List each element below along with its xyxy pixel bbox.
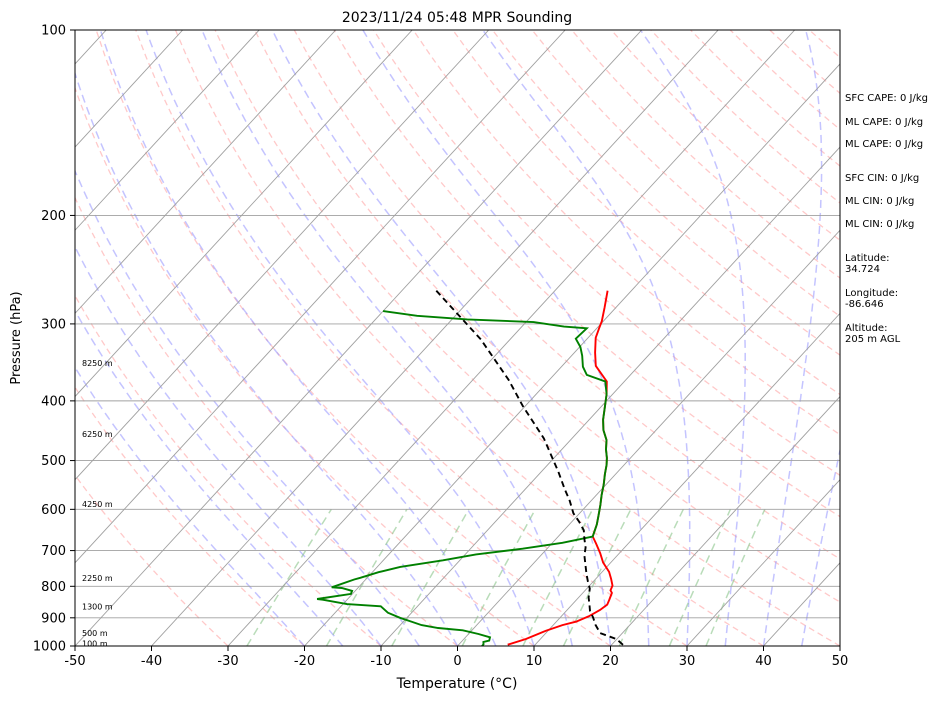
x-tick-label: -40 xyxy=(141,654,162,669)
mixing-ratio-line xyxy=(706,509,765,646)
height-label: 2250 m xyxy=(82,574,113,583)
dry-adiabat-line xyxy=(0,30,228,646)
y-tick-label: 200 xyxy=(41,209,66,224)
ml-cape-text-2: ML CAPE: 0 J/kg xyxy=(845,139,923,150)
x-tick-label: 20 xyxy=(602,654,619,669)
altitude-value: 205 m AGL xyxy=(845,334,900,345)
plot-frame xyxy=(75,30,840,646)
x-tick-label: -50 xyxy=(64,654,85,669)
x-tick-label: 50 xyxy=(832,654,849,669)
sounding-profiles xyxy=(317,291,624,646)
isotherm-line xyxy=(75,30,642,646)
y-axis-label: Pressure (hPa) xyxy=(9,291,24,384)
y-tick-label: 700 xyxy=(41,544,66,559)
dry-adiabat-line xyxy=(928,30,947,646)
y-tick-label: 900 xyxy=(41,611,66,626)
altitude-info: Altitude: 205 m AGL xyxy=(845,323,900,345)
isotherm-line xyxy=(0,30,259,646)
x-tick-label: -20 xyxy=(294,654,315,669)
height-label: 8250 m xyxy=(82,359,113,368)
latitude-value: 34.724 xyxy=(845,264,890,275)
height-label: 6250 m xyxy=(82,430,113,439)
moist-adiabat-line xyxy=(29,30,419,646)
y-tick-label: 400 xyxy=(41,394,66,409)
y-tick-label: 600 xyxy=(41,503,66,518)
mixing-ratio-line xyxy=(247,509,331,646)
background-lines xyxy=(0,30,947,646)
moist-adiabat-line xyxy=(483,30,690,646)
x-tick-label: 40 xyxy=(755,654,772,669)
temperature-profile-line xyxy=(508,291,613,645)
x-tick-label: 0 xyxy=(453,654,461,669)
height-label: 4250 m xyxy=(82,500,113,509)
moist-adiabat-line xyxy=(363,30,649,646)
ml-cin-text-2: ML CIN: 0 J/kg xyxy=(845,219,914,230)
longitude-info: Longitude: -86.646 xyxy=(845,288,898,310)
height-label: 500 m xyxy=(82,629,108,638)
height-labels: 8250 m 6250 m 4250 m 2250 m 1300 m 500 m 100 m xyxy=(82,359,113,649)
longitude-value: -86.646 xyxy=(845,299,898,310)
moist-adiabat-line xyxy=(272,30,610,646)
y-tick-label: 300 xyxy=(41,317,66,332)
y-tick-label: 800 xyxy=(41,580,66,595)
y-tick-label: 500 xyxy=(41,454,66,469)
dry-adiabat-line xyxy=(176,30,764,646)
mixing-ratio-line xyxy=(669,509,730,646)
x-tick-label: -30 xyxy=(217,654,238,669)
longitude-label: Longitude: xyxy=(845,288,898,299)
dry-adiabat-line xyxy=(96,30,610,646)
latitude-info: Latitude: 34.724 xyxy=(845,253,890,275)
dry-adiabat-line xyxy=(57,30,534,646)
moist-adiabat-line xyxy=(202,30,572,646)
x-tick-label: 30 xyxy=(679,654,696,669)
isotherm-line xyxy=(305,30,872,646)
x-tick-label: -10 xyxy=(370,654,391,669)
y-tick-label: 100 xyxy=(41,24,66,39)
sfc-cin-text: SFC CIN: 0 J/kg xyxy=(845,173,919,184)
dry-adiabat-line xyxy=(215,30,840,646)
height-label: 1300 m xyxy=(82,602,113,611)
chart-title: 2023/11/24 05:48 MPR Sounding xyxy=(342,10,572,26)
ml-cin-text-1: ML CIN: 0 J/kg xyxy=(845,196,914,207)
latitude-label: Latitude: xyxy=(845,253,890,264)
ml-cape-text-1: ML CAPE: 0 J/kg xyxy=(845,117,923,128)
height-label: 100 m xyxy=(82,640,108,649)
y-tick-label: 1000 xyxy=(33,640,66,655)
x-axis-label: Temperature (°C) xyxy=(396,676,518,692)
sfc-cape-text: SFC CAPE: 0 J/kg xyxy=(845,93,928,104)
mixing-ratio-line xyxy=(523,509,593,646)
x-tick-label: 10 xyxy=(526,654,543,669)
isotherm-line xyxy=(152,30,719,646)
mixing-ratio-line xyxy=(462,509,535,646)
mixing-ratio-line xyxy=(327,509,407,646)
altitude-label: Altitude: xyxy=(845,323,900,334)
